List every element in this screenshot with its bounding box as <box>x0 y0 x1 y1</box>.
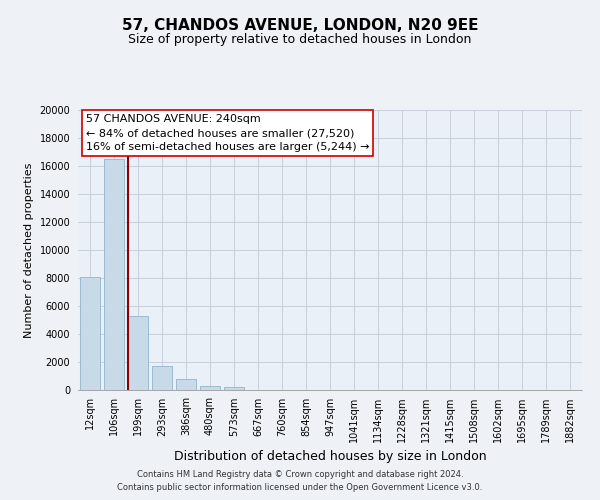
Bar <box>128 316 148 390</box>
Bar <box>200 386 220 390</box>
Bar <box>80 276 100 390</box>
Text: 57 CHANDOS AVENUE: 240sqm
← 84% of detached houses are smaller (27,520)
16% of s: 57 CHANDOS AVENUE: 240sqm ← 84% of detac… <box>86 114 369 152</box>
Text: 57, CHANDOS AVENUE, LONDON, N20 9EE: 57, CHANDOS AVENUE, LONDON, N20 9EE <box>122 18 478 32</box>
Bar <box>176 379 196 390</box>
X-axis label: Distribution of detached houses by size in London: Distribution of detached houses by size … <box>173 450 487 463</box>
Text: Size of property relative to detached houses in London: Size of property relative to detached ho… <box>128 32 472 46</box>
Bar <box>152 366 172 390</box>
Bar <box>224 387 244 390</box>
Y-axis label: Number of detached properties: Number of detached properties <box>24 162 34 338</box>
Text: Contains HM Land Registry data © Crown copyright and database right 2024.
Contai: Contains HM Land Registry data © Crown c… <box>118 470 482 492</box>
Bar <box>104 159 124 390</box>
